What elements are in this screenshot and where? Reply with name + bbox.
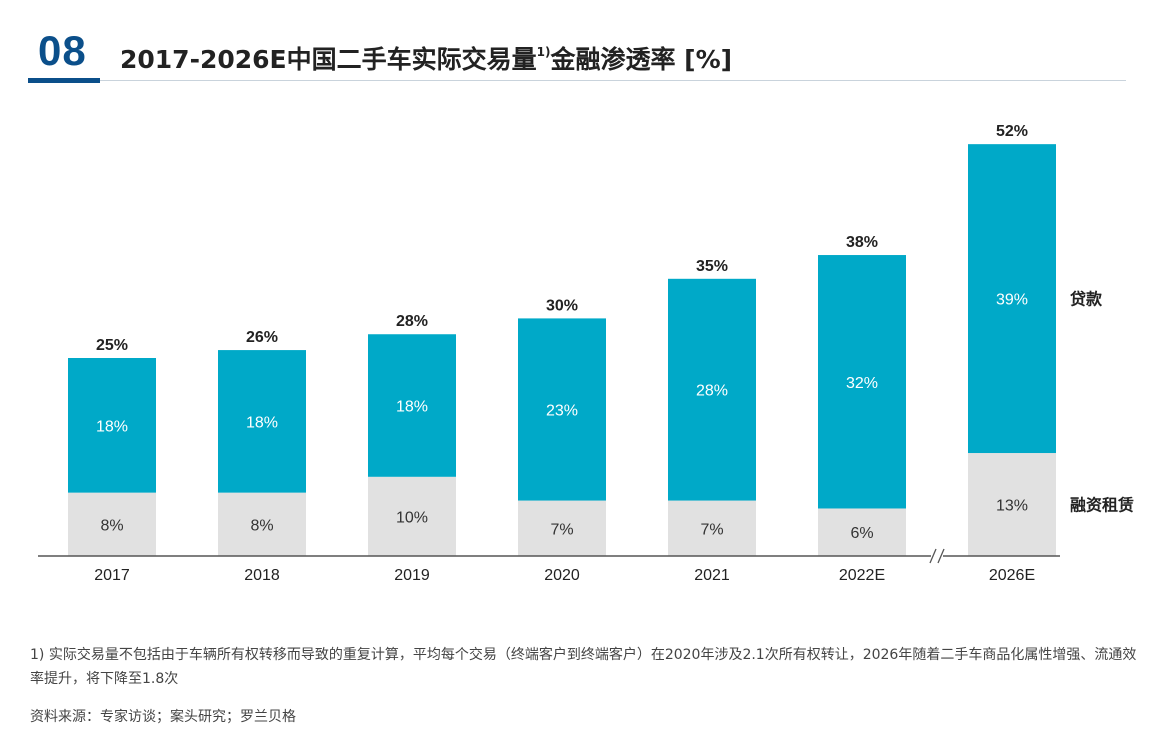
label-loan-2026E: 39% bbox=[996, 292, 1028, 309]
label-loan-2021: 28% bbox=[696, 383, 728, 400]
legend-loan: 贷款 bbox=[1070, 290, 1103, 309]
figure-header: 08 2017-2026E中国二手车实际交易量1)金融渗透率 [%] bbox=[28, 22, 1126, 84]
label-leasing-2020: 7% bbox=[550, 521, 573, 538]
tick-label-2020: 2020 bbox=[544, 567, 580, 584]
chart-title-footnote-ref: 1) bbox=[537, 45, 551, 59]
label-leasing-2017: 8% bbox=[100, 517, 123, 534]
label-total-2018: 26% bbox=[246, 329, 278, 346]
label-leasing-2021: 7% bbox=[700, 521, 723, 538]
source-note: 资料来源：专家访谈；案头研究；罗兰贝格 bbox=[30, 706, 296, 728]
label-leasing-2026E: 13% bbox=[996, 498, 1028, 515]
label-total-2026E: 52% bbox=[996, 123, 1028, 140]
chart-title-main: 2017-2026E中国二手车实际交易量 bbox=[120, 45, 537, 74]
label-loan-2020: 23% bbox=[546, 402, 578, 419]
label-total-2017: 25% bbox=[96, 337, 128, 354]
stacked-bar-chart: 8% 18% 25% 2017 8% 18% 26% 2018 10% 18% 28% 2019 7% 2… bbox=[0, 100, 1170, 600]
tick-label-2022E: 2022E bbox=[839, 567, 885, 584]
label-loan-2019: 18% bbox=[396, 399, 428, 416]
label-leasing-2019: 10% bbox=[396, 509, 428, 526]
label-total-2021: 35% bbox=[696, 258, 728, 275]
tick-label-2021: 2021 bbox=[694, 567, 730, 584]
label-loan-2022E: 32% bbox=[846, 375, 878, 392]
label-loan-2018: 18% bbox=[246, 414, 278, 431]
footnote: 1) 实际交易量不包括由于车辆所有权转移而导致的重复计算，平均每个交易（终端客户… bbox=[30, 643, 1140, 691]
figure-number-underline bbox=[28, 78, 100, 83]
header-divider bbox=[100, 80, 1126, 81]
tick-label-2017: 2017 bbox=[94, 567, 130, 584]
figure-number: 08 bbox=[38, 26, 87, 76]
tick-label-2019: 2019 bbox=[394, 567, 430, 584]
label-loan-2017: 18% bbox=[96, 418, 128, 435]
label-total-2019: 28% bbox=[396, 313, 428, 330]
legend-leasing: 融资租赁 bbox=[1070, 496, 1134, 515]
chart-title-tail: 金融渗透率 [%] bbox=[550, 45, 732, 74]
chart-title: 2017-2026E中国二手车实际交易量1)金融渗透率 [%] bbox=[120, 34, 732, 78]
label-leasing-2018: 8% bbox=[250, 517, 273, 534]
label-total-2022E: 38% bbox=[846, 234, 878, 251]
label-leasing-2022E: 6% bbox=[850, 525, 873, 542]
tick-label-2018: 2018 bbox=[244, 567, 280, 584]
label-total-2020: 30% bbox=[546, 297, 578, 314]
tick-label-2026E: 2026E bbox=[989, 567, 1035, 584]
